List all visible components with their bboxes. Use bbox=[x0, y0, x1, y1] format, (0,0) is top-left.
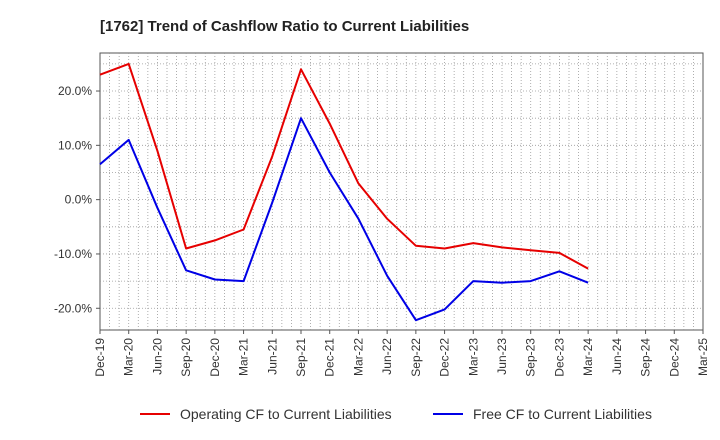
plot-frame bbox=[99, 52, 704, 331]
x-tick-label: Dec-23 bbox=[552, 338, 566, 377]
x-tick-label: Mar-24 bbox=[581, 338, 595, 376]
x-tick-label: Jun-20 bbox=[150, 338, 164, 375]
series-layer bbox=[99, 62, 589, 322]
grid bbox=[100, 53, 703, 330]
x-tick-label: Dec-22 bbox=[438, 338, 452, 377]
x-tick-label: Dec-20 bbox=[208, 338, 222, 377]
x-tick-label: Jun-24 bbox=[610, 338, 624, 375]
x-tick-label: Jun-22 bbox=[380, 338, 394, 375]
x-tick-label: Dec-24 bbox=[667, 338, 681, 377]
y-tick-label: 0.0% bbox=[65, 193, 93, 207]
series-line-1 bbox=[99, 62, 589, 270]
series-line-2 bbox=[99, 117, 589, 322]
x-tick-label: Sep-21 bbox=[294, 338, 308, 377]
x-tick-label: Jun-23 bbox=[495, 338, 509, 375]
x-tick-label: Mar-20 bbox=[122, 338, 136, 376]
x-tick-label: Mar-22 bbox=[351, 338, 365, 376]
x-tick-label: Dec-21 bbox=[323, 338, 337, 377]
legend: Operating CF to Current Liabilities Free … bbox=[140, 406, 652, 422]
y-tick-label: -10.0% bbox=[54, 247, 92, 261]
y-axis: -20.0% -10.0% 0.0% 10.0% 20.0% bbox=[54, 84, 100, 315]
x-tick-label: Sep-24 bbox=[639, 338, 653, 377]
x-tick-label: Sep-23 bbox=[524, 338, 538, 377]
x-tick-label: Dec-19 bbox=[93, 338, 107, 377]
legend-label-2: Free CF to Current Liabilities bbox=[473, 406, 652, 422]
x-tick-label: Mar-21 bbox=[237, 338, 251, 376]
x-tick-label: Sep-20 bbox=[179, 338, 193, 377]
y-tick-label: 20.0% bbox=[58, 84, 92, 98]
legend-label-1: Operating CF to Current Liabilities bbox=[180, 406, 392, 422]
x-tick-label: Mar-23 bbox=[466, 338, 480, 376]
x-tick-label: Mar-25 bbox=[696, 338, 710, 376]
plot-area bbox=[99, 52, 704, 331]
chart-title: [1762] Trend of Cashflow Ratio to Curren… bbox=[100, 18, 469, 35]
x-tick-label: Jun-21 bbox=[265, 338, 279, 375]
x-tick-label: Sep-22 bbox=[409, 338, 423, 377]
y-tick-label: 10.0% bbox=[58, 138, 92, 152]
x-axis: Dec-19 Mar-20 Jun-20 Sep-20 Dec-20 Mar-21 Jun-… bbox=[93, 330, 710, 377]
y-tick-label: -20.0% bbox=[54, 301, 92, 315]
